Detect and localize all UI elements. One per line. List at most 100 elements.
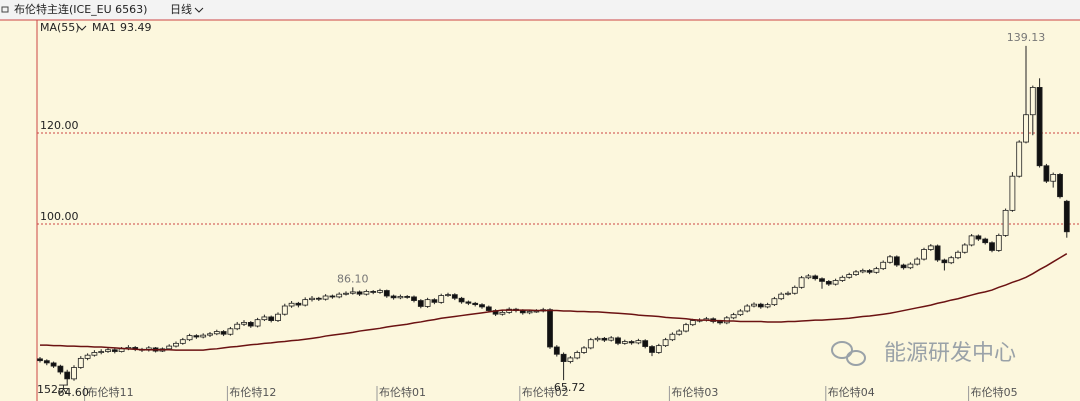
- candle-body: [601, 337, 608, 341]
- candle-body: [186, 335, 193, 341]
- candle-body: [200, 334, 207, 338]
- period-dropdown-arrow[interactable]: [194, 7, 204, 13]
- x-tick-label: 布伦特05: [971, 385, 1018, 399]
- candle-body: [1002, 209, 1009, 236]
- candle-body: [336, 293, 343, 298]
- candle-body: [669, 333, 676, 341]
- candle-body: [349, 291, 356, 294]
- candle-body: [914, 258, 921, 265]
- candle-body: [893, 256, 900, 266]
- candle-body: [370, 291, 377, 293]
- candle-body: [764, 304, 771, 308]
- indicator-label[interactable]: MA(55): [40, 21, 80, 34]
- candle-body: [57, 365, 64, 373]
- candle-body: [499, 311, 506, 315]
- ma-legend-value: 93.49: [120, 21, 152, 34]
- period-count: 152天: [37, 383, 69, 396]
- x-tick-label: 布伦特11: [87, 385, 134, 399]
- candle-body: [458, 297, 465, 303]
- candle-body: [880, 261, 887, 270]
- extreme-label: 139.13: [1007, 31, 1046, 44]
- candle-body: [995, 235, 1002, 251]
- candle-body: [383, 290, 390, 297]
- candle-body: [887, 256, 893, 263]
- candle-body: [309, 297, 315, 301]
- candle-body: [275, 313, 281, 321]
- candle-body: [111, 349, 118, 352]
- candle-body: [594, 337, 601, 341]
- candle-body: [173, 342, 179, 347]
- candle-body: [655, 345, 662, 353]
- candle-body: [717, 321, 723, 324]
- candle-body: [941, 259, 948, 264]
- candle-body: [791, 286, 798, 294]
- candle-body: [377, 290, 383, 293]
- symbol-title[interactable]: 布伦特主连(ICE_EU 6563): [14, 2, 147, 16]
- candle-body: [587, 339, 594, 349]
- indicator-dropdown-arrow[interactable]: [77, 25, 87, 31]
- candle-body: [921, 249, 927, 260]
- candle-body: [805, 275, 812, 279]
- wechat-icon: [846, 350, 866, 366]
- ma-legend-name: MA1: [92, 21, 116, 34]
- candle-body: [261, 316, 268, 321]
- candle-body: [288, 302, 295, 307]
- candle-body: [322, 295, 329, 300]
- x-tick-label: 布伦特03: [671, 385, 718, 399]
- candle-body: [662, 339, 669, 347]
- candle-body: [50, 362, 57, 367]
- candle-body: [295, 302, 302, 306]
- menu-icon[interactable]: [1, 6, 9, 13]
- candle-body: [77, 357, 84, 368]
- candle-body: [1009, 175, 1016, 211]
- candle-body: [417, 300, 424, 307]
- candle-body: [404, 296, 411, 298]
- candle-body: [179, 339, 186, 344]
- candle-body: [411, 296, 417, 301]
- candle-body: [98, 351, 105, 353]
- candle-body: [744, 305, 751, 312]
- candle-body: [676, 330, 683, 335]
- period-selector[interactable]: 日线: [170, 2, 192, 16]
- candle-body: [982, 238, 989, 244]
- candle-body: [819, 278, 825, 282]
- candle-body: [989, 242, 995, 251]
- candle-body: [785, 292, 791, 295]
- candle-body: [207, 333, 213, 336]
- watermark-text: 能源研发中心: [884, 341, 1016, 366]
- candle-body: [560, 353, 567, 362]
- candle-body: [479, 304, 485, 308]
- candle-body: [37, 358, 43, 362]
- candle-body: [1043, 165, 1050, 182]
- candle-body: [445, 294, 451, 297]
- candle-body: [343, 292, 349, 295]
- candle-body: [424, 299, 431, 307]
- candle-body: [241, 321, 247, 325]
- candle-body: [166, 345, 173, 350]
- candle-body: [438, 295, 445, 303]
- candle-body: [859, 270, 866, 273]
- ma-line: [40, 253, 1068, 351]
- x-tick-label: 布伦特12: [229, 385, 276, 399]
- candle-body: [628, 341, 635, 344]
- candle-body: [553, 346, 560, 355]
- wechat-icon: [831, 341, 853, 359]
- candle-body: [390, 295, 397, 299]
- candle-body: [1036, 87, 1043, 167]
- extreme-label: 64.60: [57, 386, 89, 399]
- candle-body: [574, 352, 581, 359]
- candle-body: [315, 297, 322, 300]
- candle-body: [737, 310, 744, 316]
- extreme-label: 65.72: [554, 381, 586, 394]
- x-tick-label: 布伦特01: [379, 385, 426, 399]
- candle-body: [431, 299, 438, 303]
- candle-body: [472, 302, 479, 306]
- candle-body: [526, 311, 533, 314]
- candle-body: [547, 309, 553, 348]
- y-tick-label: 120.00: [40, 119, 79, 132]
- candle-body: [853, 271, 859, 275]
- candle-body: [71, 367, 77, 380]
- candle-body: [1050, 173, 1057, 182]
